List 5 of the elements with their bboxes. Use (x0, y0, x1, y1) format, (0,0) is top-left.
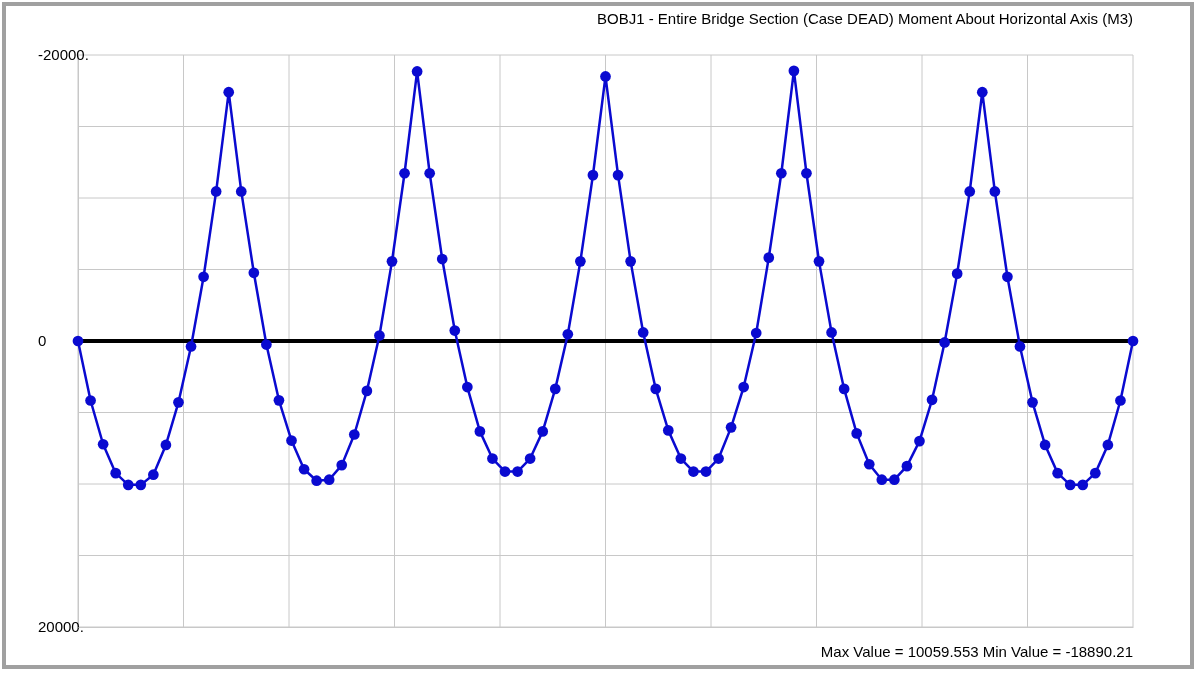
chart-title: BOBJ1 - Entire Bridge Section (Case DEAD) Moment About Horizontal Axis (M3) (596, 10, 1133, 27)
text: Max Value = 10059.553 Min Value = -18890.21 (820, 643, 1133, 660)
y-tick-label: 20000. (38, 618, 84, 636)
y-tick-label: -20000. (38, 46, 89, 64)
y-tick-label: 0 (38, 332, 47, 350)
